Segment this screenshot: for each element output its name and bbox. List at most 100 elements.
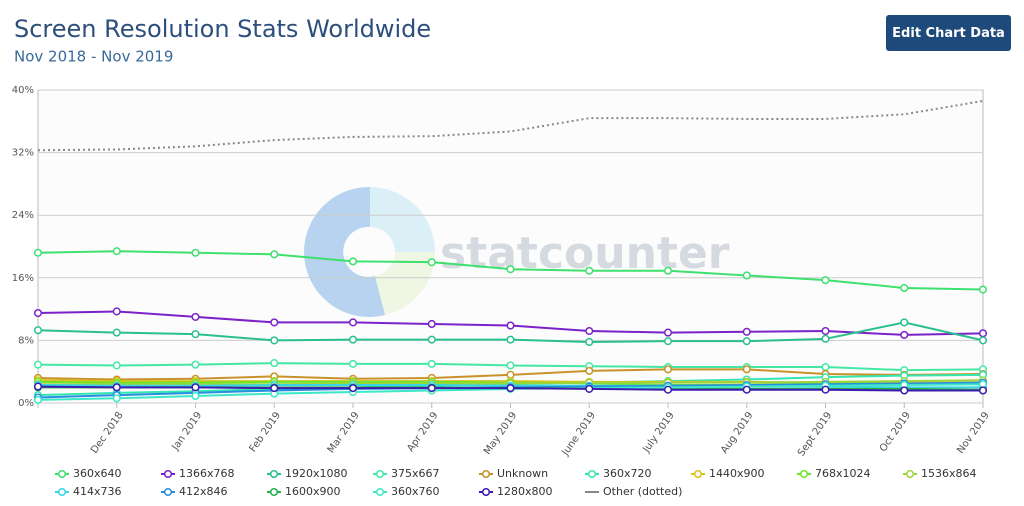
data-point xyxy=(978,329,988,338)
y-tick-label: 32% xyxy=(12,148,34,159)
x-tick-label: Aug 2019 xyxy=(719,410,756,456)
legend-label: 768x1024 xyxy=(815,467,871,480)
x-tick-label: Feb 2019 xyxy=(248,410,284,454)
data-point xyxy=(585,266,594,275)
data-point xyxy=(585,326,594,336)
data-point xyxy=(900,283,909,293)
legend-label: 375x667 xyxy=(391,467,440,480)
legend-marker xyxy=(481,469,491,479)
data-point xyxy=(506,335,515,344)
series xyxy=(33,318,988,347)
data-point xyxy=(33,308,43,318)
data-point xyxy=(112,394,121,403)
legend-marker xyxy=(905,469,915,479)
legend-marker xyxy=(57,469,67,479)
data-point xyxy=(348,359,358,368)
data-point xyxy=(821,326,830,336)
data-point xyxy=(742,385,751,394)
data-point xyxy=(33,248,43,257)
data-point xyxy=(663,328,673,337)
data-point xyxy=(663,385,673,394)
legend-label: Other (dotted) xyxy=(603,485,682,498)
data-point xyxy=(191,330,200,339)
data-point xyxy=(427,359,436,368)
y-tick-label: 16% xyxy=(12,273,34,284)
series xyxy=(33,307,988,339)
plot-area xyxy=(37,89,984,404)
data-point xyxy=(900,318,909,327)
data-point xyxy=(348,384,358,393)
data-point xyxy=(33,360,43,369)
data-point xyxy=(821,334,830,343)
y-tick-label: 8% xyxy=(18,335,34,346)
data-point xyxy=(742,271,751,280)
legend-marker xyxy=(269,469,279,479)
legend-label: 1600x900 xyxy=(285,485,341,498)
edit-chart-data-button[interactable]: Edit Chart Data xyxy=(886,15,1011,51)
data-point xyxy=(821,385,830,394)
data-point xyxy=(506,265,515,274)
data-point xyxy=(978,386,988,395)
data-point xyxy=(270,336,279,345)
data-point xyxy=(270,359,279,368)
data-point xyxy=(742,327,751,336)
legend-marker xyxy=(269,487,279,497)
data-point xyxy=(33,395,43,404)
data-point xyxy=(900,386,909,395)
legend-marker xyxy=(375,487,385,497)
y-tick-label: 40% xyxy=(12,85,34,96)
data-point xyxy=(112,328,121,337)
data-point xyxy=(191,383,200,392)
legend-label: 1440x900 xyxy=(709,467,765,480)
data-point xyxy=(585,337,594,347)
y-tick-label: 0% xyxy=(18,398,34,409)
legend-label: Unknown xyxy=(497,467,548,480)
data-point xyxy=(663,266,673,275)
data-point xyxy=(112,307,121,316)
data-point xyxy=(112,361,121,370)
data-point xyxy=(900,330,909,339)
data-point xyxy=(506,361,515,370)
data-point xyxy=(33,382,43,391)
x-tick-label: Dec 2018 xyxy=(89,410,126,456)
legend-label: 1536x864 xyxy=(921,467,977,480)
data-point xyxy=(191,312,200,321)
data-point xyxy=(112,247,121,256)
legend-label: 1366x768 xyxy=(179,467,235,480)
legend-marker xyxy=(163,487,173,497)
data-point xyxy=(506,321,515,330)
legend-marker xyxy=(57,487,67,497)
legend-label: 1920x1080 xyxy=(285,467,348,480)
data-point xyxy=(742,337,751,346)
data-point xyxy=(191,391,200,401)
data-point xyxy=(821,276,830,285)
legend-label: 360x640 xyxy=(73,467,122,480)
data-point xyxy=(348,335,358,344)
x-tick-label: Apr 2019 xyxy=(405,410,440,454)
legend-marker xyxy=(163,469,173,479)
legend-marker xyxy=(375,469,385,479)
data-point xyxy=(270,318,279,327)
data-point xyxy=(978,285,988,294)
legend-label: 412x846 xyxy=(179,485,228,498)
watermark-logo xyxy=(304,186,435,317)
legend-label: 414x736 xyxy=(73,485,122,498)
data-point xyxy=(191,248,200,257)
legend-label: 1280x800 xyxy=(497,485,553,498)
y-tick-label: 24% xyxy=(12,210,34,221)
data-point xyxy=(663,365,673,374)
x-tick-label: Sept 2019 xyxy=(796,410,834,458)
data-point xyxy=(270,384,279,393)
data-point xyxy=(427,319,436,329)
x-tick-label: July 2019 xyxy=(641,410,677,455)
legend-label: 360x720 xyxy=(603,467,652,480)
data-point xyxy=(348,318,358,327)
data-point xyxy=(270,250,279,259)
x-tick-label: May 2019 xyxy=(482,410,519,457)
data-point xyxy=(112,383,121,392)
data-point xyxy=(427,384,436,393)
x-tick-label: June 2019 xyxy=(560,410,598,458)
x-tick-label: Jan 2019 xyxy=(170,410,205,453)
data-point xyxy=(506,384,515,393)
